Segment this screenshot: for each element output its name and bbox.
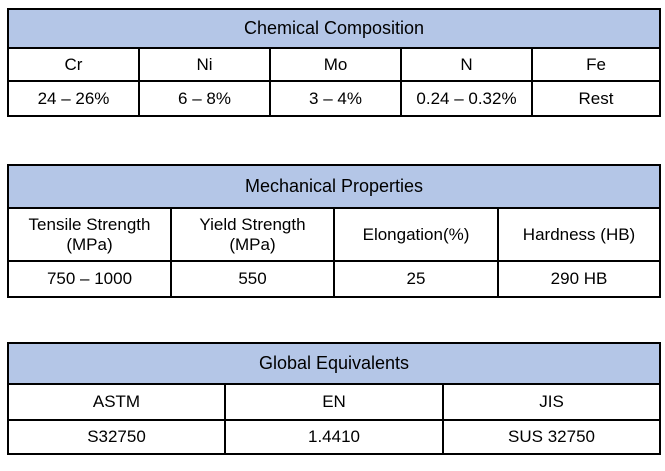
equivalents-value-en: 1.4410 [224, 419, 444, 455]
yield-strength-label: Yield Strength [199, 214, 306, 234]
chemical-composition-title: Chemical Composition [6, 8, 662, 49]
mechanical-header-hardness: Hardness (HB) [496, 207, 662, 262]
equivalents-header-jis: JIS [441, 383, 662, 421]
global-equivalents-table: Global Equivalents ASTM EN JIS S32750 1.… [6, 342, 662, 455]
chemical-value-ni: 6 – 8% [138, 80, 271, 117]
tensile-strength-unit: (MPa) [66, 234, 113, 254]
chemical-value-fe: Rest [530, 80, 662, 117]
chemical-composition-table: Chemical Composition Cr Ni Mo N Fe 24 – … [6, 8, 662, 117]
mechanical-value-elongation: 25 [333, 260, 499, 298]
equivalents-value-astm: S32750 [7, 419, 226, 455]
equivalents-header-astm: ASTM [7, 383, 226, 421]
mechanical-value-tensile-strength: 750 – 1000 [7, 260, 172, 298]
chemical-value-cr: 24 – 26% [7, 80, 140, 117]
chemical-value-n: 0.24 – 0.32% [400, 80, 533, 117]
chemical-header-fe: Fe [530, 47, 662, 82]
tensile-strength-label: Tensile Strength [28, 214, 151, 234]
chemical-header-cr: Cr [7, 47, 140, 82]
mechanical-properties-title: Mechanical Properties [6, 164, 662, 209]
mechanical-header-elongation: Elongation(%) [333, 207, 499, 262]
mechanical-header-tensile-strength: Tensile Strength (MPa) [7, 207, 172, 262]
global-equivalents-title: Global Equivalents [6, 342, 662, 385]
mechanical-value-hardness: 290 HB [496, 260, 662, 298]
mechanical-properties-table: Mechanical Properties Tensile Strength (… [6, 164, 662, 298]
equivalents-value-jis: SUS 32750 [441, 419, 662, 455]
chemical-header-mo: Mo [269, 47, 402, 82]
yield-strength-unit: (MPa) [229, 234, 276, 254]
mechanical-value-yield-strength: 550 [170, 260, 335, 298]
chemical-header-ni: Ni [138, 47, 271, 82]
mechanical-header-yield-strength: Yield Strength (MPa) [170, 207, 335, 262]
chemical-value-mo: 3 – 4% [269, 80, 402, 117]
equivalents-header-en: EN [224, 383, 444, 421]
chemical-header-n: N [400, 47, 533, 82]
